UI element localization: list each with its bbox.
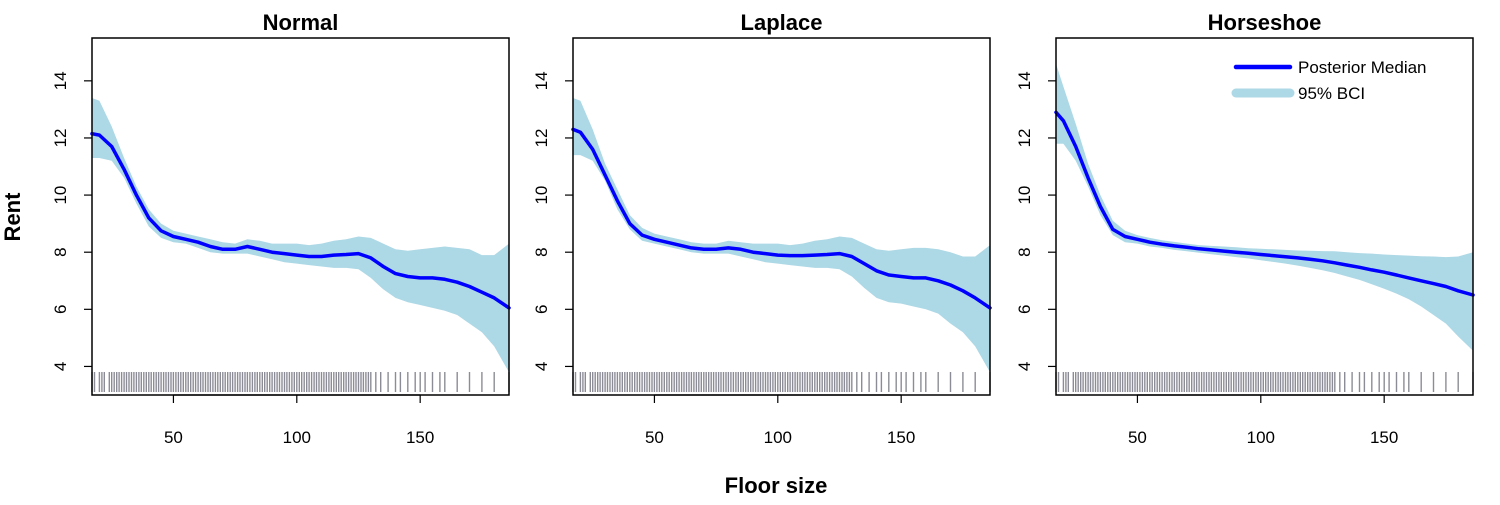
y-tick-label: 10 [1015,186,1034,205]
x-tick-label: 100 [1247,428,1275,447]
y-axis-title: Rent [0,192,25,242]
y-tick-label: 6 [51,305,70,314]
panel-2: Laplace 50 100 150 4 6 8 10 12 14 [532,10,992,447]
x-tick-label: 150 [887,428,915,447]
y-tick-label: 12 [532,128,551,147]
median-line [90,131,511,310]
plot-frame [572,37,991,396]
credible-band [92,98,509,373]
legend: Posterior Median 95% BCI [1231,58,1427,103]
y-tick-label: 6 [1015,305,1034,314]
y-tick-label: 10 [532,186,551,205]
y-tick-label: 14 [51,71,70,90]
x-tick-label: 150 [1370,428,1398,447]
y-tick-label: 10 [51,186,70,205]
panel-title: Laplace [741,10,823,35]
y-tick-label: 14 [1015,71,1034,90]
legend-label: 95% BCI [1298,84,1365,103]
y-tick-label: 14 [532,71,551,90]
x-axis-title: Floor size [725,473,828,498]
y-tick-label: 8 [1015,247,1034,256]
x-tick-label: 100 [764,428,792,447]
x-tick-label: 150 [406,428,434,447]
y-tick-label: 8 [51,247,70,256]
y-tick-label: 12 [51,128,70,147]
x-tick-label: 50 [1128,428,1147,447]
y-tick-label: 12 [1015,128,1034,147]
credible-band [573,98,990,373]
y-tick-label: 8 [532,247,551,256]
panel-title: Horseshoe [1208,10,1322,35]
legend-label: Posterior Median [1298,58,1427,77]
y-tick-label: 4 [532,362,551,371]
credible-band [1056,63,1473,351]
x-tick-label: 100 [283,428,311,447]
panel-1: Normal 50 100 150 4 6 8 10 12 14 [51,10,511,447]
x-tick-label: 50 [645,428,664,447]
y-tick-label: 6 [532,305,551,314]
median-line [571,127,992,310]
panel-3: Horseshoe 50 100 150 4 6 8 10 12 14 [1015,10,1475,447]
y-tick-label: 4 [1015,362,1034,371]
panel-title: Normal [263,10,339,35]
y-tick-label: 4 [51,362,70,371]
x-tick-label: 50 [164,428,183,447]
median-line [1054,110,1475,297]
